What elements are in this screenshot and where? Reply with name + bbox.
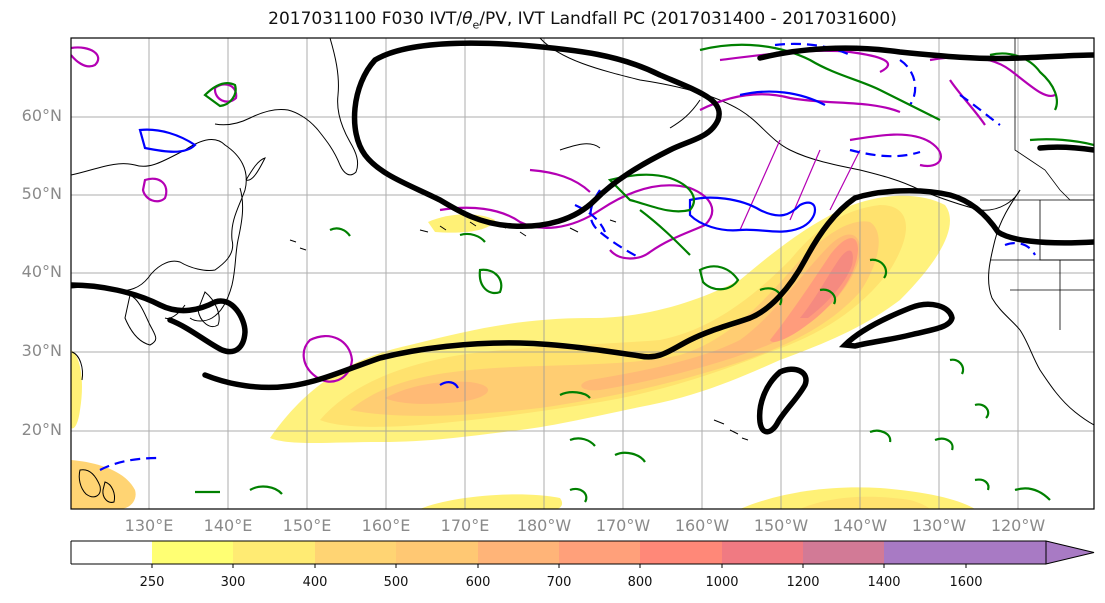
colorbar-segment [884, 541, 966, 564]
lon-label-120w: 120°W [990, 516, 1046, 535]
colorbar-ticks [151, 564, 967, 568]
colorbar-segment [803, 541, 884, 564]
colorbar-segment [233, 541, 315, 564]
colorbar-segment [71, 541, 152, 564]
lon-label-180w: 180°W [516, 516, 572, 535]
colorbar-label-400: 400 [302, 575, 328, 590]
secondary-contours [195, 43, 1094, 503]
landfall-pc-contour-main [202, 187, 1094, 391]
lon-label-130w: 130°W [911, 516, 967, 535]
landfall-pc-contour-loop [838, 301, 955, 349]
colorbar-label-1600: 1600 [949, 575, 983, 590]
map-frame [70, 37, 1095, 510]
landfall-pc-contour-west [71, 282, 248, 355]
lon-label-170e: 170°E [440, 516, 490, 535]
theta-e-contours [99, 42, 1036, 471]
lat-label-40n: 40°N [21, 262, 62, 281]
lon-label-160w: 160°W [674, 516, 730, 535]
landfall-pc-contours [71, 40, 1094, 435]
lon-label-160e: 160°E [361, 516, 411, 535]
colorbar-segment [478, 541, 559, 564]
lat-label-20n: 20°N [21, 420, 62, 439]
colorbar-label-600: 600 [465, 575, 491, 590]
colorbar-segment [396, 541, 478, 564]
ivt-500-area [385, 234, 861, 404]
lon-label-150e: 150°E [282, 516, 332, 535]
lat-label-30n: 30°N [21, 341, 62, 360]
colorbar-label-700: 700 [546, 575, 572, 590]
colorbar-label-1000: 1000 [705, 575, 739, 590]
colorbar-label-1400: 1400 [867, 575, 901, 590]
ivt-patch-equatorial [420, 494, 563, 509]
landfall-pc-contour-east [757, 45, 1094, 62]
ivt-800-area [800, 250, 853, 318]
colorbar-label-800: 800 [627, 575, 653, 590]
colorbar-label-250: 250 [139, 575, 165, 590]
lon-label-140w: 140°W [832, 516, 888, 535]
landfall-pc-contour-north [351, 40, 722, 230]
chart-title: 2017031100 F030 IVT/θe/PV, IVT Landfall … [268, 9, 897, 32]
colorbar-segment [152, 541, 233, 564]
colorbar-label-500: 500 [383, 575, 409, 590]
colorbar-segment [722, 541, 803, 564]
colorbar-label-1200: 1200 [786, 575, 820, 590]
lon-label-150w: 150°W [753, 516, 809, 535]
coastlines [71, 38, 1094, 503]
colorbar-segment [966, 541, 1046, 564]
colorbar-extend-arrow [1045, 540, 1095, 565]
colorbar-segment [315, 541, 396, 564]
lat-label-50n: 50°N [21, 184, 62, 203]
landfall-pc-contour-ne [1037, 144, 1094, 153]
lat-label-60n: 60°N [21, 106, 62, 125]
ivt-patch-west2 [71, 350, 82, 429]
ivt-patch-south-inner [800, 496, 930, 509]
colorbar-segment [640, 541, 722, 564]
lon-label-140e: 140°E [203, 516, 253, 535]
colorbar [70, 540, 1095, 568]
lon-label-130e: 130°E [124, 516, 174, 535]
colorbar-label-300: 300 [220, 575, 246, 590]
ivt-patch-west [71, 460, 136, 509]
colorbar-segment [559, 541, 640, 564]
landfall-pc-contour-hawaii [756, 366, 809, 435]
ivt-shading [71, 195, 975, 509]
lon-label-170w: 170°W [595, 516, 651, 535]
